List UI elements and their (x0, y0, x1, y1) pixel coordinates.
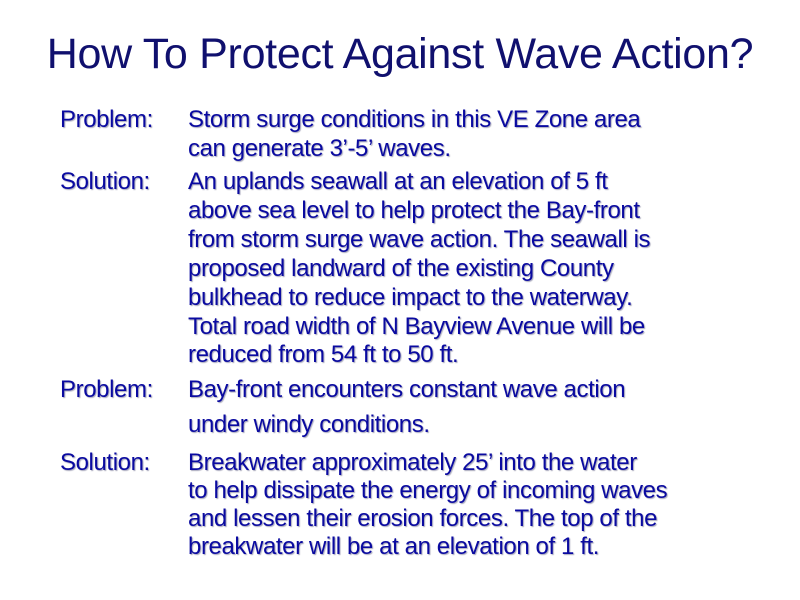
problem-text-line: Bay-front encounters constant wave actio… (188, 376, 626, 403)
solution-text-line: to help dissipate the energy of incoming… (188, 477, 668, 504)
problem-text-line: Storm surge conditions in this VE Zone a… (188, 106, 641, 133)
solution-text-line: An uplands seawall at an elevation of 5 … (188, 168, 608, 195)
solution-text-line: Total road width of N Bayview Avenue wil… (188, 313, 645, 340)
solution-text-line: from storm surge wave action. The seawal… (188, 226, 651, 253)
problem-text-line: under windy conditions. (188, 411, 430, 438)
solution-text-line: and lessen their erosion forces. The top… (188, 505, 658, 532)
problem-label: Problem: (60, 376, 153, 403)
solution-text-line: proposed landward of the existing County (188, 255, 614, 282)
solution-label: Solution: (60, 168, 150, 195)
problem-text-line: can generate 3’-5’ waves. (188, 135, 451, 162)
solution-text-line: bulkhead to reduce impact to the waterwa… (188, 284, 633, 311)
solution-text-line: breakwater will be at an elevation of 1 … (188, 533, 600, 560)
slide-title: How To Protect Against Wave Action? (46, 30, 754, 78)
problem-label: Problem: (60, 106, 153, 133)
solution-label: Solution: (60, 449, 150, 476)
solution-text-line: reduced from 54 ft to 50 ft. (188, 341, 459, 368)
solution-text-line: Breakwater approximately 25’ into the wa… (188, 449, 637, 476)
solution-text-line: above sea level to help protect the Bay-… (188, 197, 640, 224)
